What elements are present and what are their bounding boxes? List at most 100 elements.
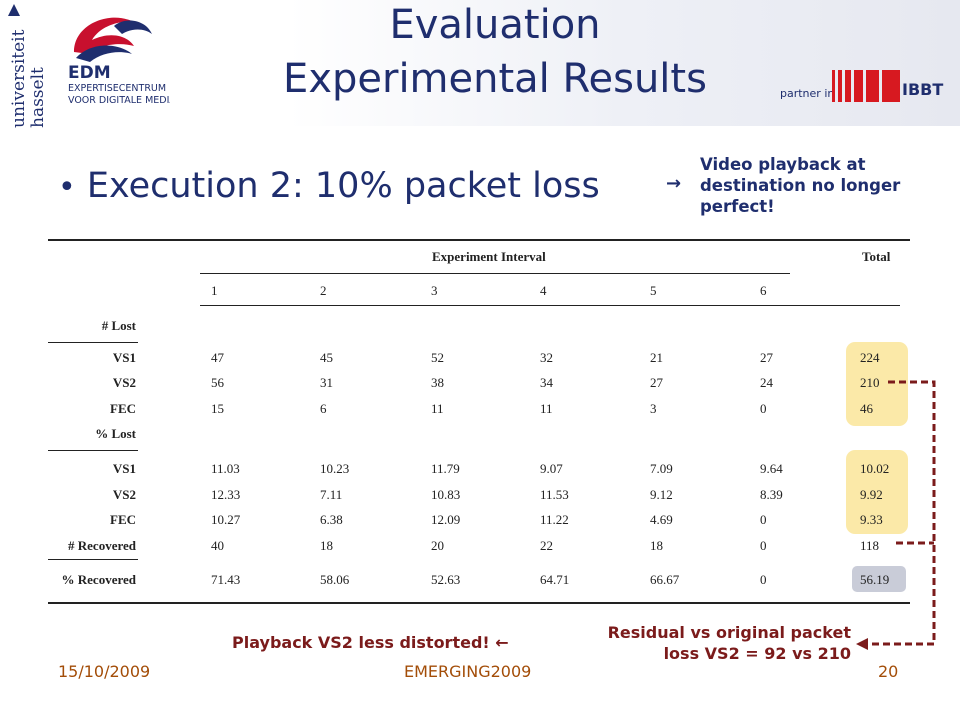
table-cell: 27 xyxy=(650,375,663,390)
table-total-cell: 9.92 xyxy=(860,487,883,502)
section-label-pct-lost: % Lost xyxy=(95,426,136,441)
table-total-cell: 46 xyxy=(860,401,873,416)
table-cell: 20 xyxy=(431,538,444,553)
side-arrow-icon: → xyxy=(666,173,682,194)
header-band xyxy=(0,0,960,126)
footer-event: EMERGING2009 xyxy=(404,662,532,681)
table-cell: 9.12 xyxy=(650,487,673,502)
side-note: Video playback at destination no longer … xyxy=(700,155,901,216)
partner-label: partner in xyxy=(780,87,835,100)
uhasselt-logo: universiteit hasselt xyxy=(8,4,48,128)
table-cell: 11 xyxy=(540,401,553,416)
table-cell: 24 xyxy=(760,375,773,390)
table-cell: 56 xyxy=(211,375,224,390)
edm-line2: VOOR DIGITALE MEDIA xyxy=(68,95,170,106)
table-cell: 12.09 xyxy=(431,512,461,527)
uhasselt-line1: universiteit xyxy=(9,29,29,128)
dashed-connector-main xyxy=(866,380,936,646)
edm-swoosh-top-icon xyxy=(114,20,152,34)
annotation-residual-line2: loss VS2 = 92 vs 210 xyxy=(663,644,851,663)
title-line1: Evaluation xyxy=(389,2,601,48)
rule-pct-lost xyxy=(48,450,138,451)
table-cell: 58.06 xyxy=(320,572,350,587)
table-cell: 52.63 xyxy=(431,572,461,587)
uhasselt-triangle-icon xyxy=(8,4,20,16)
annotation-playback: Playback VS2 less distorted! ← xyxy=(232,633,509,652)
footer-page-number: 20 xyxy=(878,662,899,681)
table-cell: 0 xyxy=(760,401,767,416)
interval-header: 3 xyxy=(431,283,438,298)
table-cell: 12.33 xyxy=(211,487,241,502)
row-label-fec: FEC xyxy=(110,512,136,527)
table-total-cell: 210 xyxy=(860,375,880,390)
left-arrow-icon: ← xyxy=(495,633,509,652)
bullet-text: Execution 2: 10% packet loss xyxy=(86,166,600,206)
table-cell: 15 xyxy=(211,401,224,416)
title-line2: Experimental Results xyxy=(283,56,707,102)
annotation-residual: Residual vs original packet loss VS2 = 9… xyxy=(560,622,851,664)
total-header: Total xyxy=(862,249,891,264)
bullet-execution: • Execution 2: 10% packet loss xyxy=(58,166,600,206)
edm-swoosh-red-icon xyxy=(74,17,134,54)
table-total-cell: 10.02 xyxy=(860,461,890,476)
table-cell: 9.07 xyxy=(540,461,563,476)
table-cell: 7.09 xyxy=(650,461,673,476)
table-cell: 11.53 xyxy=(540,487,569,502)
table-cell: 7.11 xyxy=(320,487,343,502)
rule-recovered xyxy=(48,559,138,560)
table-total-cell: 118 xyxy=(860,538,880,553)
rule-header xyxy=(200,305,900,306)
table-cell: 0 xyxy=(760,572,767,587)
table-cell: 45 xyxy=(320,350,333,365)
ibbt-bars-icon xyxy=(832,70,900,102)
interval-header: 5 xyxy=(650,283,657,298)
rule-lost xyxy=(48,342,138,343)
table-cell: 40 xyxy=(211,538,224,553)
table-cell: 4.69 xyxy=(650,512,673,527)
table-cell: 3 xyxy=(650,401,657,416)
table-cell: 66.67 xyxy=(650,572,680,587)
table-cell: 38 xyxy=(431,375,444,390)
table-total-cell: 9.33 xyxy=(860,512,883,527)
highlight-recovered-pct-total xyxy=(852,566,906,592)
edm-logo: EDM EXPERTISECENTRUM VOOR DIGITALE MEDIA xyxy=(68,17,170,106)
table-cell: 11.79 xyxy=(431,461,460,476)
row-label-vs1: VS1 xyxy=(112,350,136,365)
table-cell: 11.22 xyxy=(540,512,569,527)
row-label-vs1: VS1 xyxy=(112,461,136,476)
table-cell: 34 xyxy=(540,375,553,390)
rule-top xyxy=(48,239,910,241)
row-label-vs2: VS2 xyxy=(112,375,136,390)
annotation-residual-line1: Residual vs original packet xyxy=(607,623,851,642)
table-cell: 9.64 xyxy=(760,461,783,476)
table-cell: 32 xyxy=(540,350,553,365)
table-total-cell: 224 xyxy=(860,350,880,365)
table-cell: 47 xyxy=(211,350,224,365)
rule-group xyxy=(200,273,790,274)
ibbt-wordmark: IBBT xyxy=(902,80,944,99)
annotation-playback-text: Playback VS2 less distorted! xyxy=(232,633,490,652)
highlight-lost-total xyxy=(846,342,908,426)
table-cell: 0 xyxy=(760,538,767,553)
interval-header: 4 xyxy=(540,283,547,298)
table-cell: 27 xyxy=(760,350,773,365)
edm-line1: EXPERTISECENTRUM xyxy=(68,83,166,94)
table-cell: 0 xyxy=(760,512,767,527)
uhasselt-line2: hasselt xyxy=(28,67,48,128)
rule-bottom xyxy=(48,602,910,604)
table-cell: 22 xyxy=(540,538,553,553)
interval-header: 1 xyxy=(211,283,218,298)
row-label-recovered: # Recovered xyxy=(68,538,136,553)
table-cell: 11.03 xyxy=(211,461,240,476)
table-cell: 10.27 xyxy=(211,512,241,527)
table-cell: 6.38 xyxy=(320,512,343,527)
table-cell: 71.43 xyxy=(211,572,241,587)
highlight-pct-total xyxy=(846,450,908,534)
table-cell: 6 xyxy=(320,401,327,416)
table-cell: 11 xyxy=(431,401,444,416)
table-cell: 52 xyxy=(431,350,444,365)
table-cell: 21 xyxy=(650,350,663,365)
table-cell: 10.23 xyxy=(320,461,350,476)
interval-header: 6 xyxy=(760,283,767,298)
